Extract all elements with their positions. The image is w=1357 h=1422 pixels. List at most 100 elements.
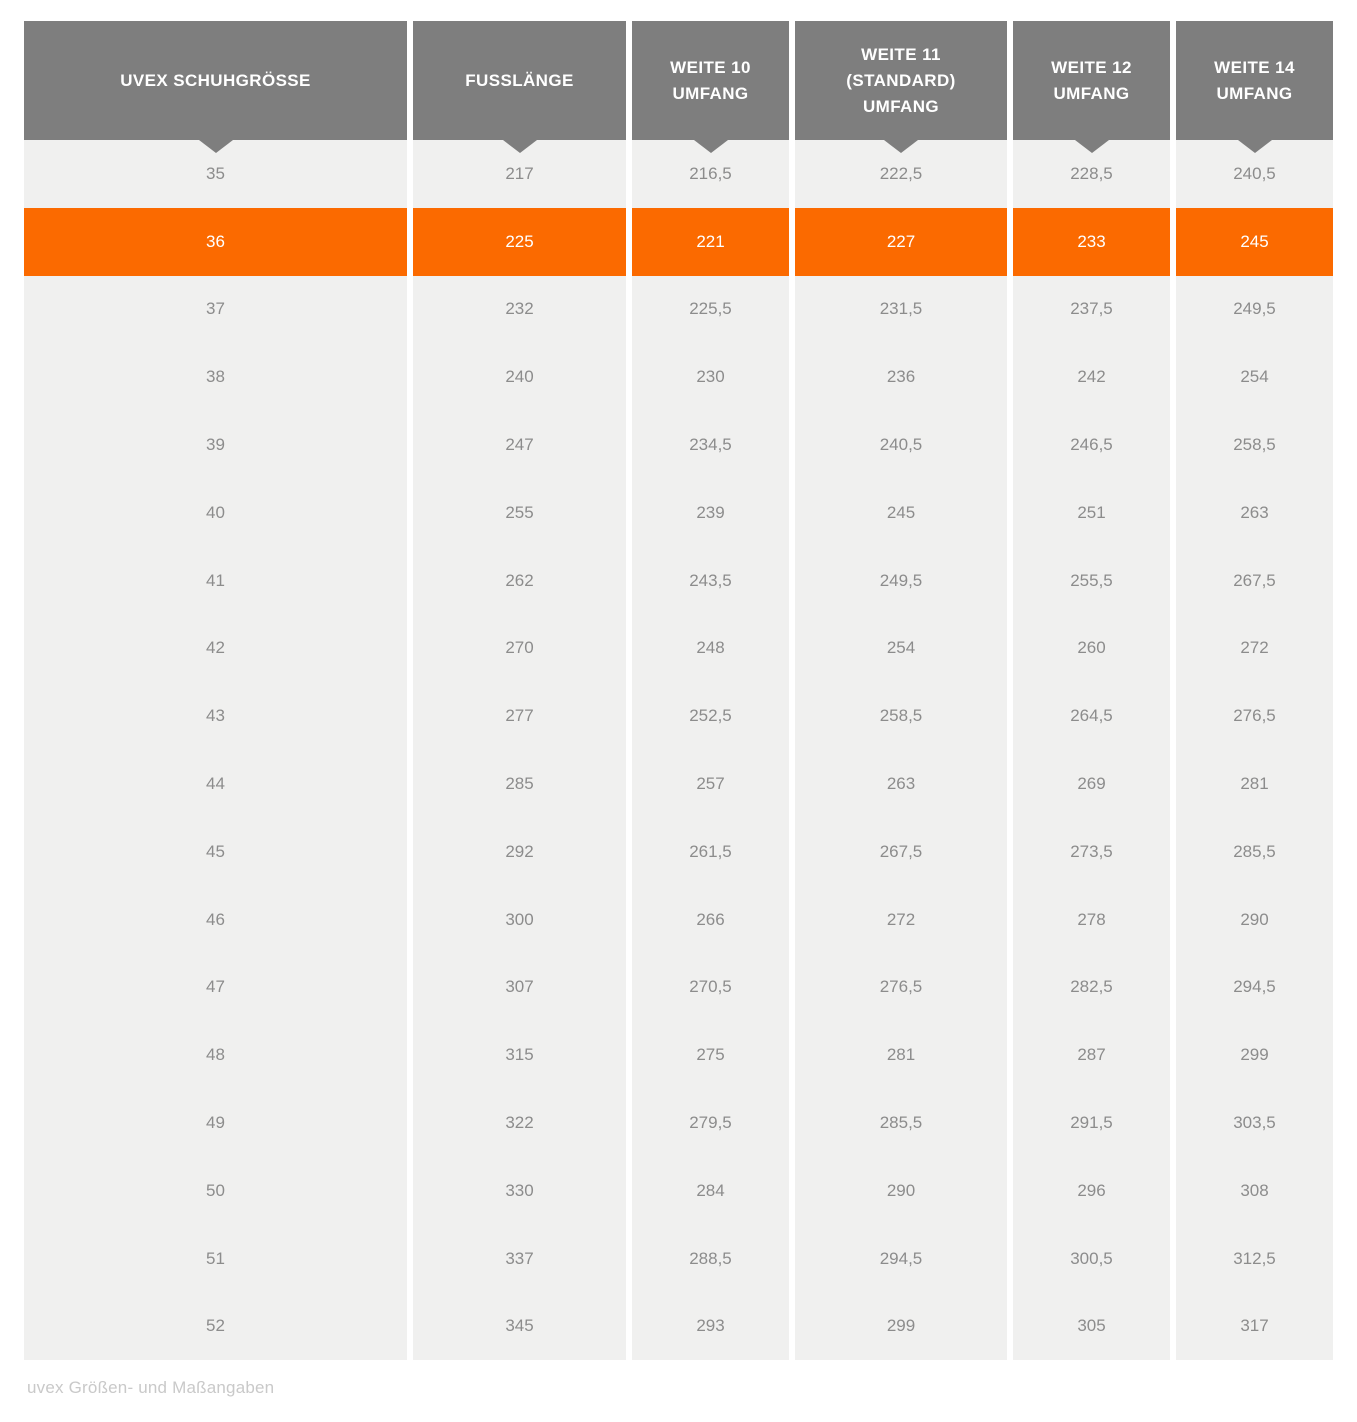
- table-cell: 52: [24, 1292, 407, 1361]
- table-caption: uvex Größen- und Maßangaben: [27, 1378, 275, 1397]
- table-cell: 234,5: [632, 411, 789, 479]
- table-cell: 261,5: [632, 817, 789, 886]
- column-header-line: UMFANG: [672, 83, 749, 103]
- table-row-size-36[interactable]: 36 225 221 227 233 245: [24, 207, 1333, 276]
- table-cell: 258,5: [1176, 411, 1333, 479]
- table-cell: 266: [632, 885, 789, 954]
- table-cell: 254: [795, 614, 1007, 683]
- table-cell: 315: [413, 1021, 626, 1090]
- column-header-weite-12-umfang: WEITE 12 UMFANG: [1013, 21, 1170, 153]
- table-cell: 281: [1176, 750, 1333, 818]
- table-cell: 38: [24, 343, 407, 412]
- table-cell: 285: [413, 750, 626, 818]
- table-cell: 272: [795, 885, 1007, 954]
- table-row-size-46[interactable]: 46 300 266 272 278 290: [24, 885, 1333, 954]
- table-cell: 296: [1013, 1156, 1170, 1225]
- table-body: 35 217 216,5 222,5 228,5 240,5 36 225 221 227 233 2…: [24, 140, 1333, 1361]
- table-cell: 263: [1176, 478, 1333, 547]
- table-row-size-38[interactable]: 38 240 230 236 242 254: [24, 343, 1333, 412]
- table-cell: 233: [1013, 207, 1170, 276]
- table-cell: 276,5: [795, 953, 1007, 1022]
- table-row-size-51[interactable]: 51 337 288,5 294,5 300,5 312,5: [24, 1224, 1333, 1293]
- column-header-uvex-schuhgroesse: UVEX SCHUHGRÖSSE: [24, 21, 407, 153]
- table-cell: 270: [413, 614, 626, 683]
- table-cell: 258,5: [795, 682, 1007, 751]
- table-cell: 279,5: [632, 1089, 789, 1157]
- chevron-down-icon: [693, 140, 728, 153]
- table-cell: 308: [1176, 1156, 1333, 1225]
- table-cell: 275: [632, 1021, 789, 1090]
- table-row-size-49[interactable]: 49 322 279,5 285,5 291,5 303,5: [24, 1089, 1333, 1157]
- table-cell: 46: [24, 885, 407, 954]
- table-cell: 287: [1013, 1021, 1170, 1090]
- table-cell: 248: [632, 614, 789, 683]
- table-cell: 294,5: [795, 1224, 1007, 1293]
- chevron-down-icon: [1237, 140, 1272, 153]
- table-cell: 337: [413, 1224, 626, 1293]
- column-header-line: WEITE 12: [1051, 57, 1132, 77]
- table-cell: 322: [413, 1089, 626, 1157]
- table-cell: 251: [1013, 478, 1170, 547]
- table-cell: 42: [24, 614, 407, 683]
- table-cell: 36: [24, 207, 407, 276]
- table-cell: 51: [24, 1224, 407, 1293]
- table-cell: 249,5: [1176, 275, 1333, 344]
- column-header-line: UMFANG: [862, 96, 940, 116]
- table-cell: 317: [1176, 1292, 1333, 1361]
- table-cell: 239: [632, 478, 789, 547]
- table-cell: 276,5: [1176, 682, 1333, 751]
- table-cell: 255: [413, 478, 626, 547]
- table-cell: 290: [795, 1156, 1007, 1225]
- table-cell: 216,5: [632, 140, 789, 208]
- table-row-size-40[interactable]: 40 255 239 245 251 263: [24, 478, 1333, 547]
- column-header-line: UMFANG: [1053, 83, 1130, 103]
- table-cell: 305: [1013, 1292, 1170, 1361]
- table-row-size-39[interactable]: 39 247 234,5 240,5 246,5 258,5: [24, 411, 1333, 479]
- table-cell: 242: [1013, 343, 1170, 412]
- table-cell: 245: [795, 478, 1007, 547]
- table-cell: 290: [1176, 885, 1333, 954]
- table-cell: 39: [24, 411, 407, 479]
- table-cell: 236: [795, 343, 1007, 412]
- table-row-size-48[interactable]: 48 315 275 281 287 299: [24, 1021, 1333, 1090]
- table-row-size-41[interactable]: 41 262 243,5 249,5 255,5 267,5: [24, 546, 1333, 615]
- table-cell: 294,5: [1176, 953, 1333, 1022]
- table-cell: 284: [632, 1156, 789, 1225]
- table-row-size-47[interactable]: 47 307 270,5 276,5 282,5 294,5: [24, 953, 1333, 1022]
- table-cell: 285,5: [795, 1089, 1007, 1157]
- table-cell: 247: [413, 411, 626, 479]
- chevron-down-icon: [502, 140, 537, 153]
- table-row-size-43[interactable]: 43 277 252,5 258,5 264,5 276,5: [24, 682, 1333, 751]
- table-cell: 252,5: [632, 682, 789, 751]
- table-cell: 260: [1013, 614, 1170, 683]
- table-cell: 312,5: [1176, 1224, 1333, 1293]
- column-header-weite-11-standard-umfang: WEITE 11 (STANDARD) UMFANG: [795, 21, 1007, 153]
- table-cell: 270,5: [632, 953, 789, 1022]
- table-cell: 255,5: [1013, 546, 1170, 615]
- table-row-size-44[interactable]: 44 285 257 263 269 281: [24, 750, 1333, 818]
- table-cell: 249,5: [795, 546, 1007, 615]
- table-cell: 299: [795, 1292, 1007, 1361]
- table-cell: 307: [413, 953, 626, 1022]
- table-row-size-45[interactable]: 45 292 261,5 267,5 273,5 285,5: [24, 817, 1333, 886]
- table-row-size-50[interactable]: 50 330 284 290 296 308: [24, 1156, 1333, 1225]
- table-cell: 240: [413, 343, 626, 412]
- table-row-size-42[interactable]: 42 270 248 254 260 272: [24, 614, 1333, 683]
- table-cell: 41: [24, 546, 407, 615]
- table-cell: 231,5: [795, 275, 1007, 344]
- table-row-size-37[interactable]: 37 232 225,5 231,5 237,5 249,5: [24, 275, 1333, 344]
- chevron-down-icon: [1074, 140, 1109, 153]
- table-cell: 254: [1176, 343, 1333, 412]
- table-cell: 243,5: [632, 546, 789, 615]
- table-cell: 267,5: [795, 817, 1007, 886]
- table-cell: 345: [413, 1292, 626, 1361]
- table-row-size-52[interactable]: 52 345 293 299 305 317: [24, 1292, 1333, 1361]
- chevron-down-icon: [884, 140, 918, 153]
- table-cell: 282,5: [1013, 953, 1170, 1022]
- table-cell: 47: [24, 953, 407, 1022]
- column-header-weite-14-umfang: WEITE 14 UMFANG: [1176, 21, 1333, 153]
- table-cell: 237,5: [1013, 275, 1170, 344]
- table-cell: 273,5: [1013, 817, 1170, 886]
- column-header-line: WEITE 11: [861, 44, 941, 64]
- table-cell: 43: [24, 682, 407, 751]
